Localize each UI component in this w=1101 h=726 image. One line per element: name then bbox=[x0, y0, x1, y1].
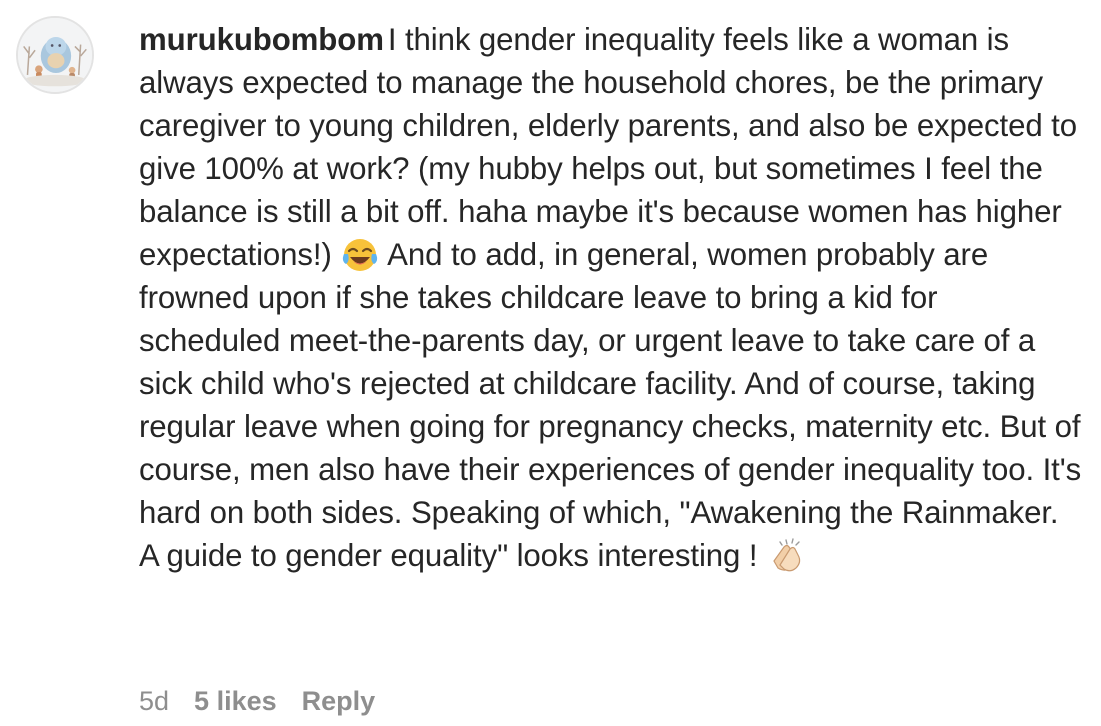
likes-count[interactable]: 5 likes bbox=[194, 686, 277, 716]
avatar-illustration-icon bbox=[18, 18, 92, 92]
comment-username[interactable]: murukubombom bbox=[139, 22, 384, 57]
comment-text-part2: And to add, in general, women probably a… bbox=[139, 237, 1082, 573]
comment-body: murukubombom I think gender inequality fe… bbox=[139, 18, 1084, 577]
avatar[interactable] bbox=[16, 16, 94, 94]
reply-button[interactable]: Reply bbox=[301, 686, 376, 716]
face-with-tears-of-joy-icon bbox=[340, 234, 380, 274]
comment-age[interactable]: 5d bbox=[139, 686, 170, 716]
comment-text-part1: I think gender inequality feels like a w… bbox=[139, 22, 1077, 272]
clapping-hands-icon bbox=[766, 535, 806, 575]
comment-meta: 5d 5 likes Reply bbox=[139, 683, 375, 719]
